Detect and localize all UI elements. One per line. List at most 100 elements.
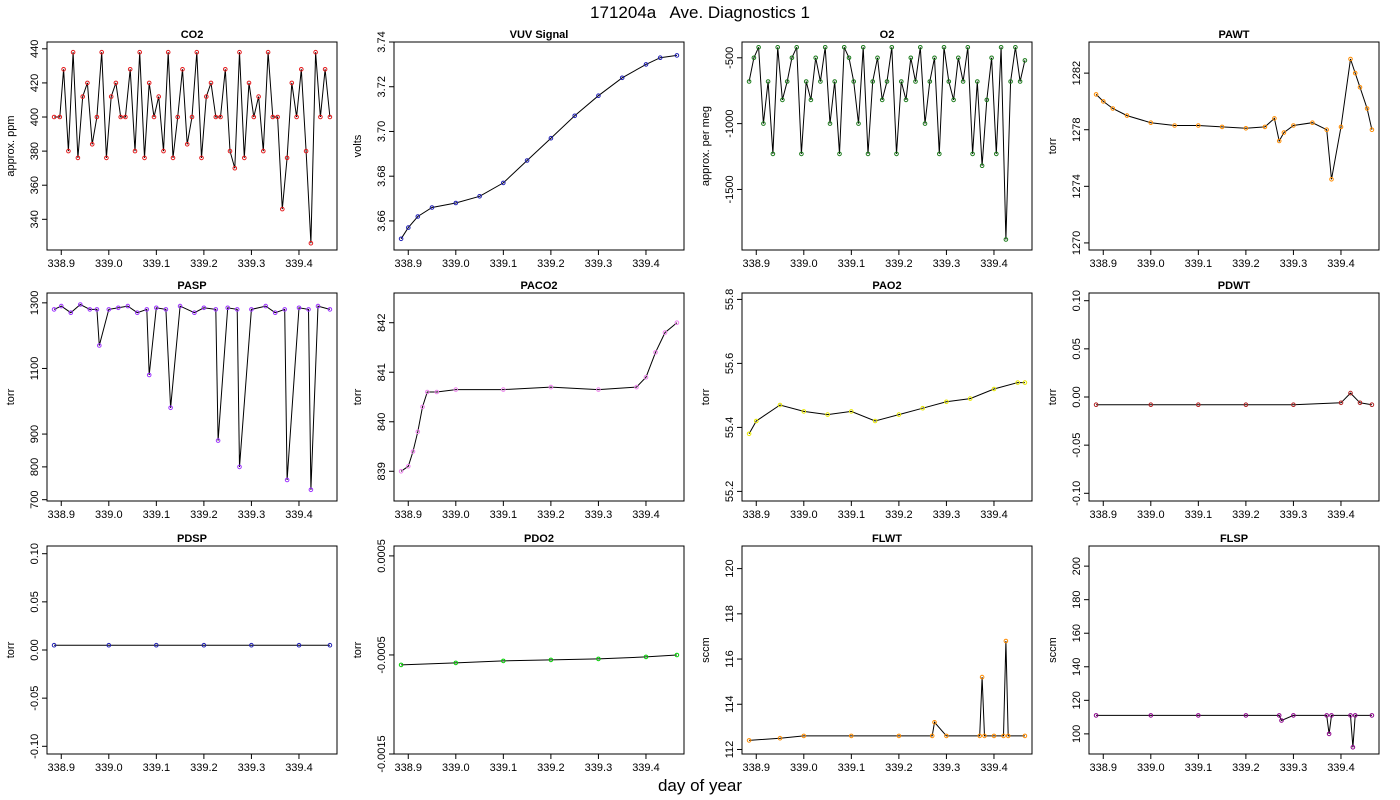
y-tick-label: 1278 xyxy=(1071,117,1083,141)
data-point xyxy=(223,67,228,72)
data-point xyxy=(941,45,947,50)
data-point xyxy=(410,449,416,454)
y-tick-label: 55.4 xyxy=(724,417,736,438)
data-point xyxy=(1243,713,1249,718)
data-point xyxy=(116,305,121,311)
panel-title: PDWT xyxy=(1218,280,1251,292)
data-point xyxy=(619,75,625,81)
data-point xyxy=(846,55,852,61)
data-point xyxy=(1148,713,1154,718)
data-point xyxy=(135,310,140,316)
data-point xyxy=(944,733,949,739)
x-tick-label: 339.2 xyxy=(885,509,913,521)
data-point xyxy=(784,79,790,84)
x-tick-label: 339.0 xyxy=(790,762,818,774)
data-point xyxy=(674,652,680,658)
x-tick-label: 339.1 xyxy=(838,509,866,521)
data-point xyxy=(1281,130,1287,135)
data-point xyxy=(1001,733,1006,739)
x-tick-label: 339.2 xyxy=(885,762,913,774)
x-tick-label: 339.1 xyxy=(490,762,518,774)
x-tick-label: 339.4 xyxy=(632,258,660,270)
y-tick-label: 700 xyxy=(29,491,41,509)
data-point xyxy=(106,642,112,648)
data-point xyxy=(1008,79,1013,84)
data-point xyxy=(280,206,285,212)
y-tick-label: 0.05 xyxy=(29,591,41,612)
plot-area xyxy=(51,302,333,493)
data-point xyxy=(163,307,169,312)
data-point xyxy=(398,469,404,474)
panel-o2: O2 approx. per meg 338.9 339.0 339.1 339.2 339… xyxy=(700,29,1033,270)
data-point xyxy=(746,431,752,437)
data-point xyxy=(849,733,854,739)
data-point xyxy=(51,307,57,312)
y-axis-label: torr xyxy=(1047,137,1059,154)
panel-title: O2 xyxy=(880,29,895,41)
data-point xyxy=(453,200,459,206)
panel-pdsp: PDSP torr 338.9 339.0 339.1 339.2 339.3 339.4 -0… xyxy=(5,533,338,774)
y-tick-label: 1274 xyxy=(1071,174,1083,198)
x-tick-label: 339.4 xyxy=(980,762,1008,774)
data-point xyxy=(875,55,880,61)
y-tick-label: 55.8 xyxy=(724,289,736,310)
x-tick-label: 339.3 xyxy=(585,258,613,270)
data-point xyxy=(398,662,404,668)
data-point xyxy=(596,93,601,98)
data-point xyxy=(232,165,238,171)
panel-pdo2: PDO2 torr 338.9 339.0 339.1 339.2 339.3 339.4 -0… xyxy=(352,533,685,774)
data-point xyxy=(1243,402,1249,408)
x-tick-label: 339.3 xyxy=(238,258,266,270)
data-point xyxy=(813,55,819,61)
x-tick-label: 339.4 xyxy=(1327,258,1355,270)
data-point xyxy=(75,155,81,161)
data-point xyxy=(967,396,973,401)
data-point xyxy=(144,307,150,312)
data-point xyxy=(932,55,937,61)
data-point xyxy=(1022,733,1028,739)
y-axis-label: torr xyxy=(352,388,364,405)
data-point xyxy=(201,305,207,311)
data-point xyxy=(977,733,983,739)
data-point xyxy=(294,114,299,120)
y-axis-label: torr xyxy=(1047,388,1059,405)
x-tick-label: 339.4 xyxy=(632,509,660,521)
data-point xyxy=(327,642,333,648)
x-tick-label: 339.4 xyxy=(632,762,660,774)
data-point xyxy=(1003,237,1009,242)
data-point xyxy=(127,67,133,72)
data-point xyxy=(146,80,152,86)
x-tick-label: 339.2 xyxy=(1232,762,1260,774)
y-tick-label: -0.05 xyxy=(1071,433,1083,458)
panel-pawt: PAWT torr 338.9 339.0 339.1 339.2 339.3 339.4 12… xyxy=(1047,29,1380,270)
data-point xyxy=(66,148,71,154)
data-point xyxy=(1022,380,1028,385)
y-tick-label: 3.66 xyxy=(376,210,388,231)
x-tick-label: 339.3 xyxy=(933,762,961,774)
series-line xyxy=(400,322,678,472)
x-tick-label: 339.2 xyxy=(190,762,218,774)
data-point xyxy=(303,148,309,154)
data-point xyxy=(296,305,302,311)
plot-frame xyxy=(1088,545,1380,755)
x-tick-label: 339.0 xyxy=(95,258,123,270)
data-point xyxy=(80,94,85,99)
data-point xyxy=(657,55,663,61)
data-point xyxy=(918,45,923,50)
data-point xyxy=(991,733,997,739)
y-axis-label: sccm xyxy=(1047,637,1059,663)
x-tick-label: 339.0 xyxy=(442,258,470,270)
data-point xyxy=(860,45,866,50)
x-tick-label: 339.4 xyxy=(285,258,313,270)
panel-title: PAO2 xyxy=(872,280,901,292)
plot-frame xyxy=(393,545,685,755)
data-point xyxy=(194,49,200,55)
data-point xyxy=(161,148,166,154)
data-point xyxy=(275,114,280,120)
data-point xyxy=(406,225,411,230)
data-point xyxy=(322,67,328,72)
data-point xyxy=(1369,402,1375,408)
plot-frame xyxy=(741,545,1033,755)
x-tick-label: 338.9 xyxy=(742,258,770,270)
plot-frame xyxy=(46,545,338,755)
